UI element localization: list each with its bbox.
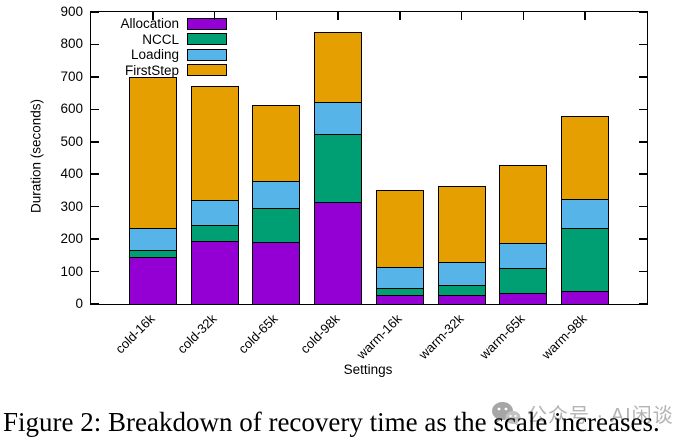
- bar-segment-firststep-cold-16k: [128, 76, 177, 229]
- legend-row-loading: Loading: [93, 47, 227, 63]
- y-tick-mark-right: [639, 141, 647, 143]
- plot-area: Allocation NCCL Loading FirstStep 0 100 200 30…: [60, 4, 648, 362]
- bar-warm-16k: [375, 189, 424, 304]
- y-tick-mark-left: [91, 76, 99, 78]
- y-tick-label-400: 400: [60, 166, 83, 182]
- y-tick-mark-right: [639, 173, 647, 175]
- bar-segment-loading-warm-98k: [561, 199, 610, 229]
- y-tick-label-100: 100: [60, 263, 83, 279]
- x-tick-mark-top: [460, 12, 463, 20]
- bar-warm-65k: [499, 164, 548, 304]
- bar-warm-32k: [437, 185, 486, 304]
- y-tick-label-300: 300: [60, 198, 83, 214]
- bar-segment-nccl-warm-32k: [437, 284, 486, 295]
- bar-segment-allocation-cold-98k: [314, 202, 363, 304]
- legend-swatch-nccl: [187, 33, 227, 46]
- y-tick-mark-right: [639, 238, 647, 240]
- bar-segment-allocation-cold-65k: [252, 242, 301, 304]
- bar-segment-firststep-cold-98k: [314, 31, 363, 102]
- legend-label-firststep: FirstStep: [124, 62, 179, 78]
- x-tick-mark-top: [399, 12, 401, 20]
- y-tick-label-600: 600: [60, 101, 83, 117]
- recovery-time-chart: Duration (seconds) Allocation NCCL Loading…: [29, 4, 648, 377]
- y-tick-mark-left: [91, 303, 99, 305]
- y-tick-mark-right: [639, 108, 647, 111]
- bar-segment-loading-warm-16k: [375, 266, 424, 289]
- bar-segment-loading-warm-32k: [437, 262, 486, 285]
- bar-segment-firststep-warm-16k: [375, 189, 424, 267]
- bar-cold-16k: [128, 76, 177, 304]
- x-tick-mark-top: [152, 12, 154, 20]
- bar-segment-nccl-warm-98k: [561, 228, 610, 292]
- bar-segment-firststep-warm-98k: [561, 116, 610, 200]
- bar-segment-loading-cold-98k: [314, 101, 363, 134]
- y-tick-mark-left: [91, 238, 99, 240]
- legend-row-nccl: NCCL: [93, 32, 227, 48]
- bar-segment-loading-warm-65k: [499, 243, 548, 268]
- y-tick-mark-left: [91, 173, 99, 175]
- y-tick-label-0: 0: [75, 296, 83, 311]
- y-tick-mark-left: [91, 141, 99, 143]
- bar-segment-firststep-warm-65k: [499, 164, 548, 244]
- bar-segment-allocation-cold-16k: [128, 256, 177, 304]
- x-tick-mark-top: [522, 12, 525, 20]
- bar-cold-65k: [252, 104, 301, 304]
- y-tick-label-900: 900: [60, 4, 83, 19]
- legend-swatch-firststep: [187, 64, 227, 77]
- figure-caption: Figure 2: Breakdown of recovery time as …: [3, 407, 660, 437]
- legend-label-allocation: Allocation: [120, 16, 179, 32]
- bar-segment-firststep-cold-65k: [252, 104, 301, 182]
- y-tick-mark-left: [91, 205, 99, 208]
- bar-segment-allocation-warm-98k: [561, 291, 610, 304]
- bar-segment-nccl-cold-32k: [190, 225, 239, 241]
- x-tick-mark-top: [275, 12, 278, 20]
- x-tick-mark-top: [337, 12, 339, 20]
- bar-segment-loading-cold-16k: [128, 228, 177, 250]
- wechat-logo-icon: [492, 402, 521, 426]
- bar-segment-loading-cold-65k: [252, 181, 301, 208]
- y-tick-mark-left: [91, 43, 99, 46]
- x-axis-title: Settings: [343, 362, 393, 377]
- bar-segment-loading-cold-32k: [190, 200, 239, 226]
- y-tick-label-200: 200: [60, 231, 83, 247]
- y-tick-mark-right: [639, 303, 647, 305]
- bar-segment-nccl-warm-16k: [375, 288, 424, 295]
- y-tick-mark-right: [639, 43, 647, 46]
- y-tick-mark-left: [91, 270, 99, 273]
- x-tick-mark-top: [213, 12, 216, 20]
- legend-label-nccl: NCCL: [142, 31, 179, 47]
- bar-segment-allocation-cold-32k: [190, 240, 239, 304]
- bar-segment-nccl-warm-65k: [499, 267, 548, 293]
- y-tick-label-700: 700: [60, 68, 83, 84]
- watermark: 公众号 · AI闲谈: [491, 399, 674, 428]
- bar-segment-nccl-cold-98k: [314, 133, 363, 203]
- y-tick-mark-left: [91, 108, 99, 111]
- bar-segment-nccl-cold-65k: [252, 207, 301, 243]
- watermark-text: 公众号 · AI闲谈: [527, 405, 674, 427]
- bar-segment-firststep-cold-32k: [190, 86, 239, 201]
- y-tick-label-500: 500: [60, 133, 83, 149]
- legend-label-loading: Loading: [130, 47, 179, 63]
- legend-swatch-allocation: [187, 17, 227, 30]
- y-tick-mark-right: [639, 76, 647, 78]
- bar-cold-32k: [190, 86, 239, 304]
- y-tick-label-800: 800: [60, 36, 83, 52]
- y-tick-mark-left: [91, 11, 99, 13]
- y-tick-mark-right: [639, 11, 647, 13]
- bar-segment-allocation-warm-65k: [499, 292, 548, 304]
- legend-row-firststep: FirstStep: [93, 63, 227, 79]
- x-tick-mark-top: [584, 12, 586, 20]
- bar-cold-98k: [314, 31, 363, 304]
- legend-swatch-loading: [187, 48, 227, 61]
- bar-warm-98k: [561, 116, 610, 304]
- y-tick-mark-right: [639, 270, 647, 273]
- bar-segment-allocation-warm-32k: [437, 294, 486, 304]
- legend: Allocation NCCL Loading FirstStep: [93, 16, 227, 78]
- y-tick-mark-right: [639, 205, 647, 208]
- legend-row-allocation: Allocation: [93, 16, 227, 32]
- bar-segment-nccl-cold-16k: [128, 249, 177, 257]
- bar-segment-allocation-warm-16k: [375, 294, 424, 304]
- bar-segment-firststep-warm-32k: [437, 185, 486, 263]
